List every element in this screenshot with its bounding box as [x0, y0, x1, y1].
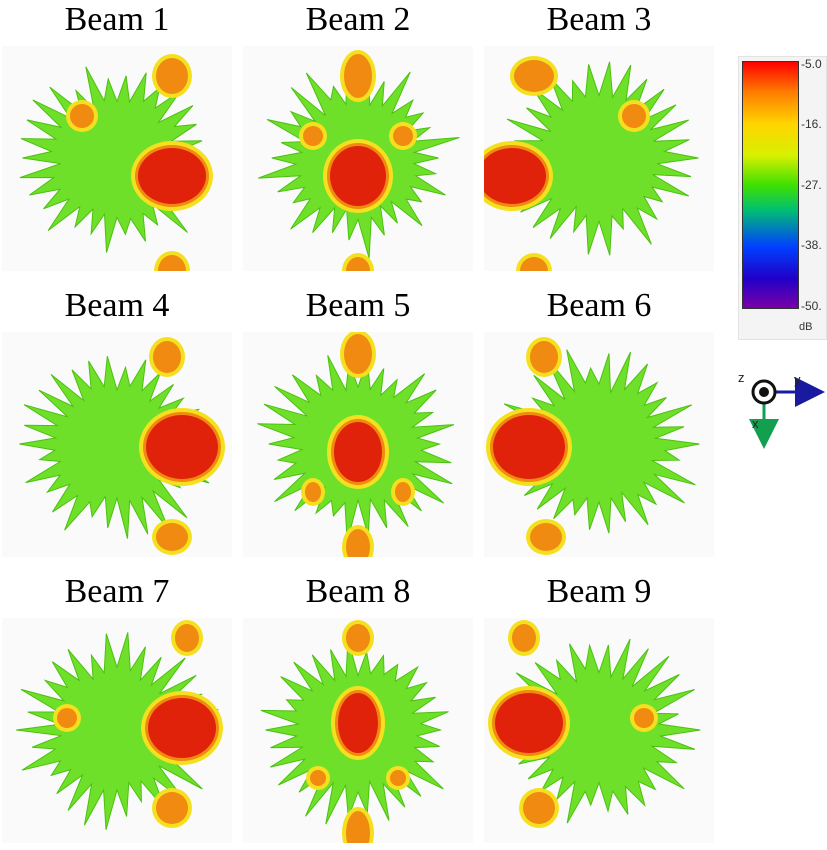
beam-9-title: Beam 9: [546, 573, 652, 610]
pattern-svg: [2, 618, 232, 843]
side-lobe-core: [156, 58, 188, 94]
beam-1-title: Beam 1: [64, 1, 170, 38]
side-lobe-core: [175, 624, 199, 652]
z-axis-dot: [759, 387, 769, 397]
beam-6-pattern: [484, 332, 714, 557]
side-lobe-core: [530, 523, 562, 551]
side-lobe-core: [634, 708, 654, 728]
side-lobe-core: [530, 341, 558, 373]
beam-8-pattern: [243, 618, 473, 843]
side-lobe-core: [346, 624, 370, 652]
side-lobe-core: [310, 770, 326, 786]
side-lobe-core: [57, 708, 77, 728]
colorbar-tick: -5.0: [801, 57, 822, 71]
main-lobe: [138, 148, 206, 204]
beam-3-title: Beam 3: [546, 1, 652, 38]
pattern-svg: [484, 618, 714, 843]
main-lobe: [146, 415, 218, 479]
main-lobe: [148, 698, 216, 758]
side-lobe-core: [346, 811, 370, 843]
pattern-svg: [243, 332, 473, 557]
beam-6-title: Beam 6: [546, 287, 652, 324]
main-lobe: [495, 693, 563, 753]
colorbar-tick: -50.: [801, 299, 822, 313]
side-lobe-core: [512, 624, 536, 652]
side-lobe-core: [158, 255, 186, 271]
beam-5-title: Beam 5: [305, 287, 411, 324]
side-lobe-core: [70, 104, 94, 128]
pattern-svg: [2, 332, 232, 557]
side-lobe-core: [344, 54, 372, 98]
side-lobe-core: [523, 792, 555, 824]
side-lobe-core: [395, 482, 411, 502]
beam-2-title: Beam 2: [305, 1, 411, 38]
pattern-svg: [243, 46, 473, 271]
side-lobe-core: [393, 126, 413, 146]
colorbar: -5.0 -16. -27. -38. -50. dB: [738, 56, 827, 340]
beam-4-title: Beam 4: [64, 287, 170, 324]
beam-5-pattern: [243, 332, 473, 557]
y-axis-label: y: [794, 372, 801, 387]
z-axis-label: z: [738, 370, 745, 385]
beam-2-pattern: [243, 46, 473, 271]
side-lobe-core: [305, 482, 321, 502]
main-lobe: [330, 146, 386, 206]
main-lobe: [484, 148, 546, 204]
side-lobe-core: [514, 60, 554, 92]
beam-9-pattern: [484, 618, 714, 843]
beam-8-title: Beam 8: [305, 573, 411, 610]
beam-7-title: Beam 7: [64, 573, 170, 610]
side-lobe-core: [344, 334, 372, 374]
side-lobe-core: [156, 523, 188, 551]
colorbar-gradient: [742, 61, 799, 309]
side-lobe-core: [622, 104, 646, 128]
beam-3-pattern: [484, 46, 714, 271]
axes-triad: z y x: [730, 360, 825, 450]
beam-7-pattern: [2, 618, 232, 843]
main-lobe: [338, 693, 378, 753]
pattern-svg: [243, 618, 473, 843]
side-lobe-core: [346, 257, 370, 271]
main-lobe: [334, 422, 382, 482]
colorbar-tick: -38.: [801, 238, 822, 252]
side-lobe-core: [346, 529, 370, 557]
pattern-svg: [484, 332, 714, 557]
side-lobe-core: [390, 770, 406, 786]
colorbar-tick: -27.: [801, 178, 822, 192]
colorbar-tick: -16.: [801, 117, 822, 131]
pattern-svg: [484, 46, 714, 271]
beam-4-pattern: [2, 332, 232, 557]
beam-1-pattern: [2, 46, 232, 271]
side-lobe-core: [156, 792, 188, 824]
side-lobe-core: [153, 341, 181, 373]
side-lobe-core: [303, 126, 323, 146]
side-lobe-core: [520, 257, 548, 271]
colorbar-unit: dB: [799, 321, 813, 333]
pattern-svg: [2, 46, 232, 271]
main-lobe: [493, 415, 565, 479]
x-axis-label: x: [752, 416, 759, 431]
